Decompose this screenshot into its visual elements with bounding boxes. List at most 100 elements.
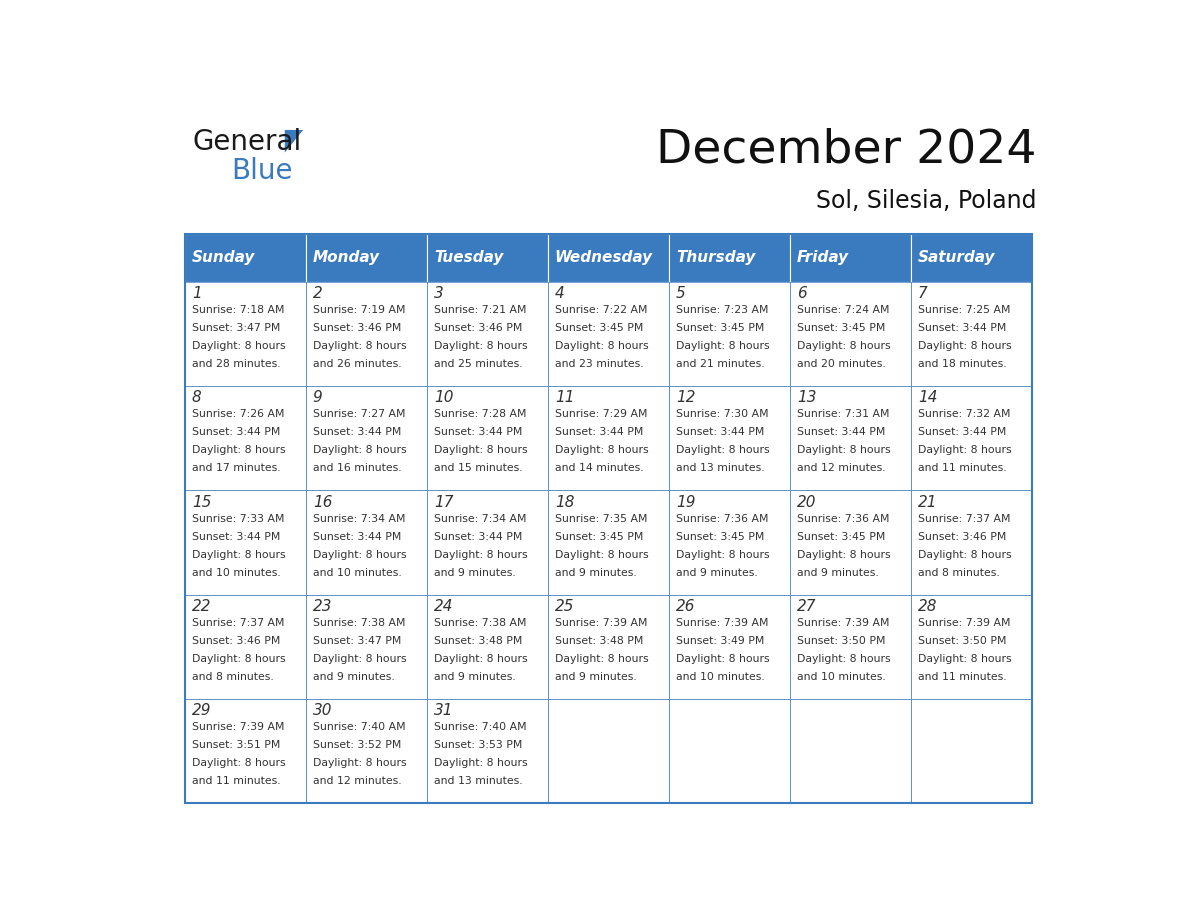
Text: and 9 minutes.: and 9 minutes. bbox=[555, 567, 637, 577]
Text: and 13 minutes.: and 13 minutes. bbox=[676, 464, 764, 474]
FancyBboxPatch shape bbox=[911, 490, 1032, 595]
Text: Daylight: 8 hours: Daylight: 8 hours bbox=[312, 550, 406, 560]
FancyBboxPatch shape bbox=[669, 490, 790, 595]
Text: Sunset: 3:44 PM: Sunset: 3:44 PM bbox=[312, 532, 402, 542]
Text: Daylight: 8 hours: Daylight: 8 hours bbox=[191, 758, 285, 768]
Text: Sunrise: 7:40 AM: Sunrise: 7:40 AM bbox=[312, 722, 405, 732]
Text: and 12 minutes.: and 12 minutes. bbox=[797, 464, 885, 474]
Text: Daylight: 8 hours: Daylight: 8 hours bbox=[191, 654, 285, 664]
Text: Sunset: 3:44 PM: Sunset: 3:44 PM bbox=[918, 323, 1006, 333]
Text: Daylight: 8 hours: Daylight: 8 hours bbox=[434, 654, 527, 664]
Text: Daylight: 8 hours: Daylight: 8 hours bbox=[312, 341, 406, 352]
Text: 26: 26 bbox=[676, 599, 695, 614]
Text: and 18 minutes.: and 18 minutes. bbox=[918, 359, 1006, 369]
Text: Sunrise: 7:36 AM: Sunrise: 7:36 AM bbox=[797, 514, 890, 523]
FancyBboxPatch shape bbox=[549, 595, 669, 699]
FancyBboxPatch shape bbox=[428, 699, 549, 803]
FancyBboxPatch shape bbox=[669, 234, 790, 282]
Text: Sunset: 3:46 PM: Sunset: 3:46 PM bbox=[312, 323, 402, 333]
Text: Sunrise: 7:39 AM: Sunrise: 7:39 AM bbox=[555, 618, 647, 628]
Text: Sunrise: 7:22 AM: Sunrise: 7:22 AM bbox=[555, 306, 647, 315]
Text: and 16 minutes.: and 16 minutes. bbox=[312, 464, 402, 474]
Text: Sunset: 3:45 PM: Sunset: 3:45 PM bbox=[676, 532, 764, 542]
Text: and 20 minutes.: and 20 minutes. bbox=[797, 359, 885, 369]
Text: Sunset: 3:44 PM: Sunset: 3:44 PM bbox=[555, 428, 643, 437]
Text: Sunset: 3:49 PM: Sunset: 3:49 PM bbox=[676, 636, 764, 645]
Text: and 21 minutes.: and 21 minutes. bbox=[676, 359, 764, 369]
FancyBboxPatch shape bbox=[549, 282, 669, 386]
Text: and 14 minutes.: and 14 minutes. bbox=[555, 464, 644, 474]
Text: 19: 19 bbox=[676, 495, 695, 509]
FancyBboxPatch shape bbox=[185, 282, 307, 386]
Text: Sunrise: 7:25 AM: Sunrise: 7:25 AM bbox=[918, 306, 1010, 315]
Text: Sunset: 3:52 PM: Sunset: 3:52 PM bbox=[312, 740, 402, 750]
Text: 17: 17 bbox=[434, 495, 454, 509]
Text: Sunrise: 7:37 AM: Sunrise: 7:37 AM bbox=[918, 514, 1010, 523]
FancyBboxPatch shape bbox=[185, 386, 307, 490]
Text: Sunrise: 7:28 AM: Sunrise: 7:28 AM bbox=[434, 409, 526, 420]
Text: Daylight: 8 hours: Daylight: 8 hours bbox=[797, 550, 891, 560]
FancyBboxPatch shape bbox=[428, 490, 549, 595]
Text: Daylight: 8 hours: Daylight: 8 hours bbox=[918, 550, 1011, 560]
Text: Sunset: 3:44 PM: Sunset: 3:44 PM bbox=[191, 428, 280, 437]
Text: Sunrise: 7:34 AM: Sunrise: 7:34 AM bbox=[434, 514, 526, 523]
Text: 2: 2 bbox=[312, 286, 322, 301]
Text: 28: 28 bbox=[918, 599, 937, 614]
FancyBboxPatch shape bbox=[790, 490, 911, 595]
Text: Daylight: 8 hours: Daylight: 8 hours bbox=[555, 654, 649, 664]
Text: Sunrise: 7:35 AM: Sunrise: 7:35 AM bbox=[555, 514, 647, 523]
Text: Sunrise: 7:21 AM: Sunrise: 7:21 AM bbox=[434, 306, 526, 315]
Text: and 10 minutes.: and 10 minutes. bbox=[797, 672, 885, 682]
Text: 16: 16 bbox=[312, 495, 333, 509]
Text: Sunset: 3:44 PM: Sunset: 3:44 PM bbox=[676, 428, 764, 437]
Text: Saturday: Saturday bbox=[918, 251, 996, 265]
FancyBboxPatch shape bbox=[185, 595, 307, 699]
Text: Sunset: 3:48 PM: Sunset: 3:48 PM bbox=[434, 636, 523, 645]
Text: 30: 30 bbox=[312, 703, 333, 718]
Text: Sunset: 3:44 PM: Sunset: 3:44 PM bbox=[434, 428, 523, 437]
FancyBboxPatch shape bbox=[790, 234, 911, 282]
Text: Sunset: 3:44 PM: Sunset: 3:44 PM bbox=[918, 428, 1006, 437]
Text: 24: 24 bbox=[434, 599, 454, 614]
Text: Daylight: 8 hours: Daylight: 8 hours bbox=[191, 341, 285, 352]
Text: Daylight: 8 hours: Daylight: 8 hours bbox=[555, 341, 649, 352]
Text: Daylight: 8 hours: Daylight: 8 hours bbox=[797, 341, 891, 352]
Text: December 2024: December 2024 bbox=[657, 128, 1037, 173]
Text: Sunset: 3:47 PM: Sunset: 3:47 PM bbox=[191, 323, 280, 333]
FancyBboxPatch shape bbox=[911, 234, 1032, 282]
Text: and 9 minutes.: and 9 minutes. bbox=[312, 672, 394, 682]
Text: Sunset: 3:45 PM: Sunset: 3:45 PM bbox=[676, 323, 764, 333]
FancyBboxPatch shape bbox=[307, 386, 428, 490]
Text: Daylight: 8 hours: Daylight: 8 hours bbox=[312, 654, 406, 664]
Text: Sunrise: 7:26 AM: Sunrise: 7:26 AM bbox=[191, 409, 284, 420]
Text: and 9 minutes.: and 9 minutes. bbox=[555, 672, 637, 682]
FancyBboxPatch shape bbox=[549, 490, 669, 595]
Text: Sunset: 3:46 PM: Sunset: 3:46 PM bbox=[918, 532, 1006, 542]
FancyBboxPatch shape bbox=[307, 282, 428, 386]
Text: 10: 10 bbox=[434, 390, 454, 406]
Text: Sunrise: 7:27 AM: Sunrise: 7:27 AM bbox=[312, 409, 405, 420]
FancyBboxPatch shape bbox=[428, 282, 549, 386]
Text: Daylight: 8 hours: Daylight: 8 hours bbox=[797, 654, 891, 664]
Text: Daylight: 8 hours: Daylight: 8 hours bbox=[676, 654, 770, 664]
Text: Sunday: Sunday bbox=[191, 251, 255, 265]
FancyBboxPatch shape bbox=[307, 234, 428, 282]
Text: Daylight: 8 hours: Daylight: 8 hours bbox=[676, 445, 770, 455]
Text: Tuesday: Tuesday bbox=[434, 251, 504, 265]
Text: Sunrise: 7:37 AM: Sunrise: 7:37 AM bbox=[191, 618, 284, 628]
Text: Monday: Monday bbox=[312, 251, 380, 265]
Text: Daylight: 8 hours: Daylight: 8 hours bbox=[918, 445, 1011, 455]
Text: and 10 minutes.: and 10 minutes. bbox=[312, 567, 402, 577]
Text: Blue: Blue bbox=[232, 157, 293, 185]
Text: and 12 minutes.: and 12 minutes. bbox=[312, 776, 402, 786]
FancyBboxPatch shape bbox=[307, 699, 428, 803]
Text: Sunrise: 7:23 AM: Sunrise: 7:23 AM bbox=[676, 306, 769, 315]
Text: Daylight: 8 hours: Daylight: 8 hours bbox=[434, 341, 527, 352]
FancyBboxPatch shape bbox=[911, 282, 1032, 386]
Text: Sunrise: 7:32 AM: Sunrise: 7:32 AM bbox=[918, 409, 1010, 420]
FancyBboxPatch shape bbox=[911, 386, 1032, 490]
Text: 23: 23 bbox=[312, 599, 333, 614]
Text: 1: 1 bbox=[191, 286, 202, 301]
Text: and 23 minutes.: and 23 minutes. bbox=[555, 359, 644, 369]
Text: and 9 minutes.: and 9 minutes. bbox=[797, 567, 879, 577]
